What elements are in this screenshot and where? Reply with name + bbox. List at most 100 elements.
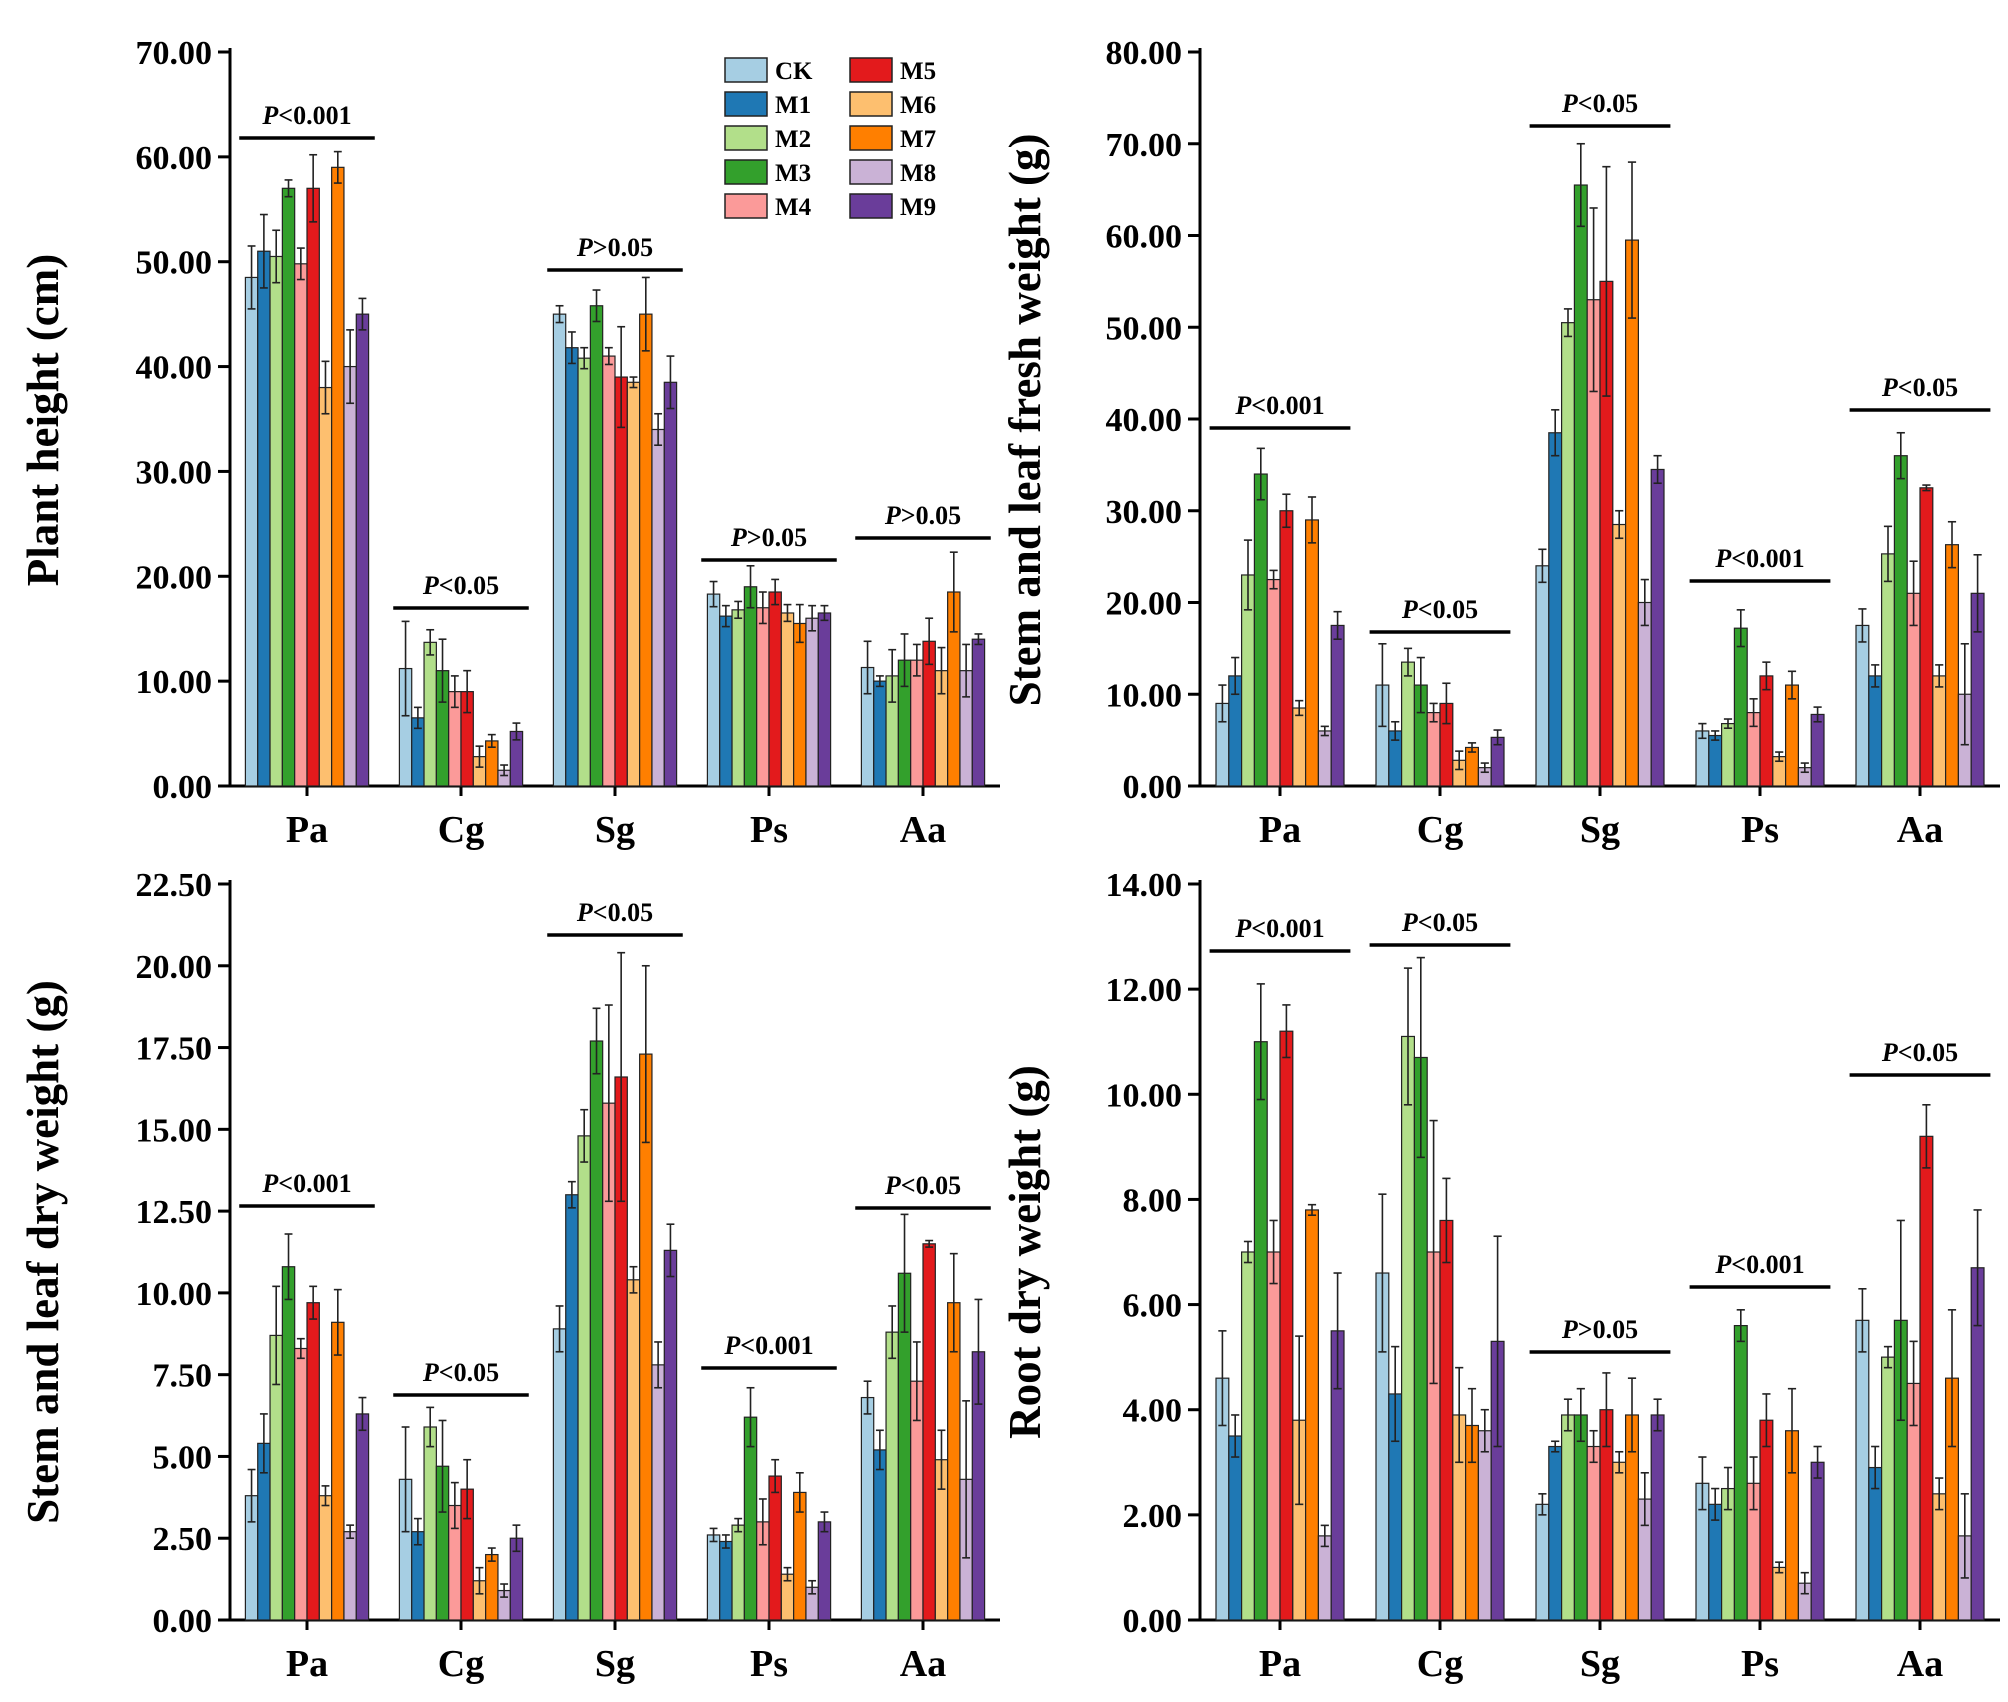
legend-swatch-m7: [849, 125, 893, 151]
y-tick-label: 14.00: [1106, 867, 1183, 904]
bar-m5-aa: [1919, 487, 1934, 787]
x-tick-label: Cg: [438, 1643, 484, 1685]
bar-m5-cg: [1439, 1219, 1454, 1621]
bar-m5-ps: [768, 1475, 782, 1621]
y-tick-label: 15.00: [136, 1112, 213, 1149]
bar-m2-ps: [731, 1524, 745, 1621]
bar-m9-ps: [817, 612, 832, 787]
bar-m9-ps: [1810, 1461, 1825, 1621]
y-tick-label: 60.00: [136, 140, 213, 177]
bar-m8-ps: [805, 617, 819, 787]
x-tick-label: Cg: [1417, 1643, 1463, 1685]
significance-label: P<0.05: [1401, 595, 1478, 624]
bar-m7-sg: [639, 313, 653, 787]
bar-m3-ps: [1733, 1324, 1748, 1621]
y-tick-label: 12.00: [1106, 972, 1183, 1009]
significance-label: P<0.001: [723, 1331, 813, 1360]
significance-label: P>0.05: [730, 523, 807, 552]
y-tick-label: 6.00: [1123, 1288, 1183, 1325]
y-tick-label: 80.00: [1106, 35, 1183, 72]
significance-label: P<0.001: [1714, 544, 1804, 573]
legend-swatch-m4: [724, 193, 768, 219]
bar-ck-sg: [552, 1328, 567, 1621]
bar-m6-sg: [1612, 523, 1627, 787]
bar-m1-sg: [565, 347, 579, 787]
y-tick-label: 60.00: [1106, 219, 1183, 256]
bar-m7-cg: [485, 1553, 499, 1621]
bar-m2-aa: [885, 1331, 899, 1621]
bar-m4-sg: [1586, 1445, 1601, 1621]
y-tick-label: 40.00: [136, 350, 213, 387]
bar-m5-ps: [1759, 675, 1774, 787]
stem-leaf-fresh-weight-chart: 0.00 10.00 20.00 30.00 40.00 50.00 60.00 70.00 8…: [1000, 35, 2000, 851]
bar-m7-pa: [331, 1321, 345, 1621]
bar-m6-pa: [318, 386, 333, 787]
x-tick-label: Ps: [750, 1643, 788, 1685]
legend-label-m7: M7: [900, 126, 936, 153]
x-tick-label: Sg: [595, 1643, 635, 1685]
significance-label: P<0.001: [1714, 1250, 1804, 1279]
bar-m1-ps: [1708, 1503, 1723, 1621]
bar-m5-aa: [922, 1243, 936, 1621]
legend-swatch-m9: [849, 193, 893, 219]
legend: CK M1 M2 M3 M4 M5 M6 M7 M8 M9: [724, 57, 936, 221]
legend-swatch-m1: [724, 91, 768, 117]
significance-label: P<0.001: [261, 1169, 351, 1198]
y-tick-label: 4.00: [1123, 1393, 1183, 1430]
y-tick-label: 40.00: [1106, 402, 1183, 439]
y-tick-label: 0.00: [153, 1603, 213, 1640]
bar-m3-aa: [1893, 455, 1908, 787]
significance-label: P<0.001: [261, 101, 351, 130]
significance-label: P<0.001: [1234, 391, 1324, 420]
bar-m1-pa: [1228, 1435, 1243, 1621]
bar-m6-aa: [1932, 1493, 1947, 1621]
bar-m5-pa: [306, 187, 320, 787]
bar-m3-ps: [1733, 627, 1748, 787]
bar-m2-pa: [269, 255, 283, 787]
bar-m8-pa: [343, 1531, 357, 1621]
bar-m1-sg: [1548, 1445, 1563, 1621]
y-tick-label: 20.00: [136, 949, 213, 986]
bar-m3-pa: [281, 187, 296, 787]
bar-m1-sg: [1548, 432, 1563, 787]
y-axis-label: Stem and leaf dry weight (g): [18, 980, 68, 1524]
bar-m3-ps: [743, 586, 758, 787]
y-tick-label: 5.00: [153, 1439, 213, 1476]
bar-m9-pa: [355, 313, 370, 787]
bar-m6-sg: [626, 1279, 641, 1621]
bar-ck-sg: [552, 313, 567, 787]
bar-m7-pa: [1304, 519, 1319, 787]
significance-label: P<0.05: [576, 898, 653, 927]
bar-m8-pa: [343, 365, 357, 787]
bar-m3-pa: [281, 1266, 296, 1621]
bar-m1-ps: [1708, 734, 1723, 787]
y-tick-label: 10.00: [136, 664, 213, 701]
significance-label: P<0.05: [1561, 89, 1638, 118]
bar-m3-sg: [1573, 184, 1588, 787]
bar-m9-sg: [663, 1249, 678, 1621]
bar-m7-aa: [1944, 544, 1959, 787]
bar-m5-ps: [768, 591, 782, 787]
legend-label-m1: M1: [775, 92, 811, 119]
y-axis-label: Root dry weight (g): [1000, 1065, 1050, 1439]
bar-m4-cg: [1426, 711, 1441, 787]
bar-m6-sg: [626, 381, 641, 787]
significance-label: P<0.05: [1881, 1038, 1958, 1067]
bar-m2-ps: [1720, 723, 1735, 787]
bar-m8-sg: [651, 428, 665, 787]
y-tick-label: 10.00: [1106, 1077, 1183, 1114]
bar-ck-pa: [244, 276, 259, 787]
bar-m8-pa: [1317, 730, 1332, 787]
stem-leaf-dry-weight-chart: 0.00 2.50 5.00 7.50 10.00 12.50 15.00 17.50 20.0…: [18, 867, 1000, 1685]
bar-m4-pa: [294, 1347, 308, 1621]
bar-m9-aa: [971, 638, 986, 787]
bar-m7-sg: [1624, 239, 1639, 787]
bar-m7-ps: [793, 622, 807, 787]
bar-m6-pa: [1292, 707, 1307, 787]
y-tick-label: 20.00: [136, 559, 213, 596]
legend-swatch-m2: [724, 125, 768, 151]
bar-m6-aa: [1932, 675, 1947, 787]
bar-m7-cg: [1464, 746, 1479, 787]
x-tick-label: Cg: [438, 809, 484, 851]
